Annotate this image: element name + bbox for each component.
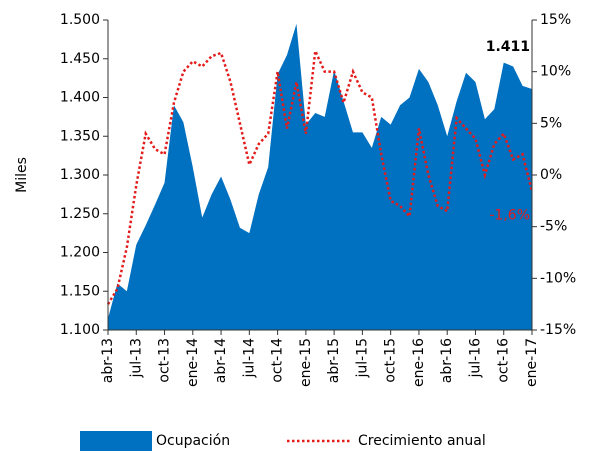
y-tick-label: 1.250 xyxy=(60,206,100,222)
y-tick-label: 1.500 xyxy=(60,12,100,28)
y-tick-label: 1.400 xyxy=(60,90,100,106)
y2-tick-label: -5% xyxy=(540,219,567,235)
x-tick-label: abr-14 xyxy=(213,338,229,383)
data-label: 1.411 xyxy=(486,39,530,55)
x-tick-label: jul-14 xyxy=(241,338,257,379)
x-tick-label: abr-13 xyxy=(100,338,116,383)
y-tick-label: 1.300 xyxy=(60,167,100,183)
x-tick-label: ene-15 xyxy=(298,338,314,387)
y2-tick-label: 5% xyxy=(540,115,562,131)
y2-tick-label: 15% xyxy=(540,12,571,28)
y2-tick-label: -15% xyxy=(540,322,576,338)
x-tick-label: oct-14 xyxy=(270,338,286,383)
x-tick-label: abr-16 xyxy=(439,338,455,383)
x-tick-label: ene-16 xyxy=(411,338,427,387)
x-tick-label: abr-15 xyxy=(326,338,342,383)
x-tick-label: jul-13 xyxy=(128,338,144,379)
x-tick-label: oct-13 xyxy=(157,338,173,383)
y2-tick-label: 0% xyxy=(540,167,562,183)
data-label: -1,6% xyxy=(489,208,530,224)
x-tick-label: ene-14 xyxy=(185,338,201,387)
y-tick-label: 1.100 xyxy=(60,322,100,338)
y-tick-label: 1.350 xyxy=(60,128,100,144)
x-tick-label: ene-17 xyxy=(524,338,540,387)
legend-swatch xyxy=(80,431,152,451)
legend-label: Crecimiento anual xyxy=(358,433,486,449)
x-tick-label: oct-16 xyxy=(496,338,512,383)
y-tick-label: 1.200 xyxy=(60,245,100,261)
y-axis-label: Miles xyxy=(14,157,30,193)
x-tick-label: oct-15 xyxy=(383,338,399,383)
y-tick-label: 1.450 xyxy=(60,51,100,67)
x-tick-label: jul-15 xyxy=(354,338,370,379)
x-tick-label: jul-16 xyxy=(467,338,483,379)
y-tick-label: 1.150 xyxy=(60,283,100,299)
y2-tick-label: 10% xyxy=(540,64,571,80)
legend-label: Ocupación xyxy=(156,433,230,449)
y2-tick-label: -10% xyxy=(540,270,576,286)
area xyxy=(108,23,532,330)
